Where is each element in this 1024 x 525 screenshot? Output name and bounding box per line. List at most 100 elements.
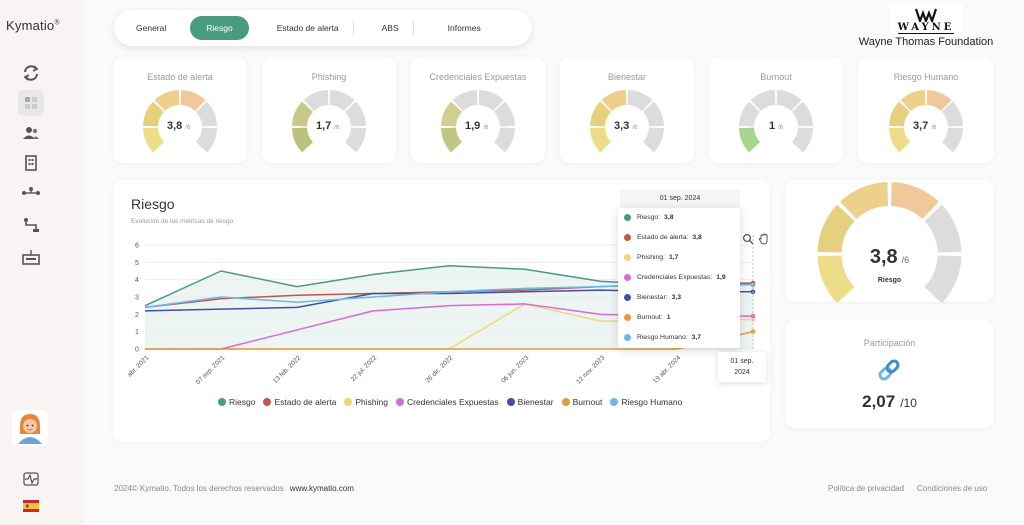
refresh-icon[interactable]: [18, 60, 44, 86]
gauge-segment: [792, 101, 813, 127]
brand-logo[interactable]: Kymatio®: [6, 18, 60, 33]
legend-phishing[interactable]: Phishing: [344, 397, 388, 407]
privacy-link[interactable]: Política de privacidad: [828, 484, 905, 493]
footer-copyright: 2024© Kymatio. Todos los derechos reserv…: [114, 484, 354, 493]
network-icon[interactable]: [18, 180, 44, 206]
y-tick-label: 3: [135, 295, 139, 302]
gauge-segment: [792, 127, 813, 153]
flow-icon[interactable]: [18, 212, 44, 238]
gauge-segment: [303, 90, 329, 111]
participation-value: 2,07/10: [785, 392, 994, 412]
legend-bienestar[interactable]: Bienestar: [506, 397, 554, 407]
tab-general[interactable]: General: [136, 23, 167, 33]
tooltip-value: 3,3: [671, 294, 682, 301]
activity-icon[interactable]: [18, 466, 44, 492]
gauge-segment: [900, 90, 926, 111]
legend-estado-de-alerta[interactable]: Estado de alerta: [263, 397, 336, 407]
tooltip-label: Bienestar:: [637, 294, 668, 301]
gauge-segment: [643, 127, 664, 153]
gauge-segment: [143, 101, 164, 127]
gauge-segment: [776, 90, 802, 111]
chart-toolbar: [742, 232, 770, 250]
terms-link[interactable]: Condiciones de uso: [917, 484, 988, 493]
pan-hand-icon[interactable]: [758, 233, 770, 245]
gauge-segment: [494, 101, 515, 127]
gauge-title: Estado de alerta: [147, 72, 213, 82]
x-tick-label: 19 abr. 2024: [652, 354, 683, 385]
dashboard-icon[interactable]: [18, 90, 44, 116]
x-tick-label: 13 feb. 2022: [272, 354, 303, 385]
main-gauge-label: Riesgo: [877, 277, 902, 284]
y-tick-label: 5: [135, 260, 139, 267]
gauge-segment: [890, 182, 939, 220]
gauge-card-estado-de-alerta[interactable]: Estado de alerta 3,8/6: [113, 57, 247, 163]
gauge-segment: [817, 255, 855, 302]
gauge-value: 1,7/6: [316, 120, 339, 132]
gauge-value-number: 3,7: [913, 120, 929, 132]
tooltip-dot: [624, 234, 631, 241]
org-logo-emblem: [915, 8, 937, 22]
gauge-chart: [889, 90, 963, 153]
tooltip-dot: [624, 334, 631, 341]
y-tick-label: 2: [135, 312, 139, 319]
users-icon[interactable]: [18, 120, 44, 146]
tooltip-dot: [624, 274, 631, 281]
legend-label: Riesgo: [229, 397, 256, 407]
gauge-chart: [739, 90, 813, 153]
gauge-chart: [292, 90, 366, 153]
legend-riesgo[interactable]: Riesgo: [218, 397, 255, 407]
legend-label: Estado de alerta: [274, 397, 337, 407]
gauge-value-number: 1,9: [465, 120, 481, 132]
gauge-card-credenciales-expuestas[interactable]: Credenciales Expuestas 1,9/6: [411, 57, 545, 163]
legend-dot: [344, 398, 353, 406]
tab-estado-de-alerta[interactable]: Estado de alerta: [276, 23, 339, 33]
tooltip-row-riesgo-humano: Riesgo Humano: 3,7: [624, 334, 701, 341]
tooltip-label: Estado de alerta:: [637, 234, 689, 241]
gauge-card-riesgo-humano[interactable]: Riesgo Humano 3,7/6: [858, 57, 994, 163]
gauge-segment: [478, 90, 504, 111]
legend-label: Burnout: [572, 397, 603, 407]
x-tick-label: 26 dic. 2022: [424, 354, 454, 384]
brand-mark: ®: [54, 19, 60, 27]
legend-credenciales-expuestas[interactable]: Credenciales Expuestas: [395, 397, 499, 407]
tooltip-value: 3,8: [664, 214, 674, 221]
main-gauge-card[interactable]: 3,8/6 Riesgo: [785, 180, 994, 302]
x-tick-label: 12 nov. 2023: [575, 354, 606, 385]
site-link[interactable]: www.kymatio.com: [289, 484, 354, 493]
tooltip-label: Burnout:: [637, 314, 663, 321]
gauge-segment: [345, 101, 366, 127]
gauge-value-number: 3,3: [614, 120, 630, 132]
legend-burnout[interactable]: Burnout: [561, 397, 603, 407]
tab-informes[interactable]: Informes: [447, 23, 481, 33]
tab-separator: [412, 21, 414, 35]
series-line[interactable]: [145, 330, 754, 350]
gauge-segment: [627, 90, 653, 111]
flag-es-icon[interactable]: [18, 493, 44, 519]
org-logo: WAYNE: [889, 4, 963, 34]
gauge-value-max: /6: [632, 125, 638, 131]
legend-label: Bienestar: [517, 397, 554, 407]
gauge-card-burnout[interactable]: Burnout 1/6: [709, 57, 843, 163]
organization: WAYNE Wayne Thomas Foundation: [858, 4, 994, 50]
tooltip-row-riesgo: Riesgo: 3,8: [624, 214, 674, 221]
gauge-card-phishing[interactable]: Phishing 1,7/6: [262, 57, 396, 163]
x-axis-tooltip: 01 sep. 2024: [718, 352, 766, 382]
avatar[interactable]: [12, 410, 48, 446]
gauge-segment: [196, 101, 217, 127]
main-gauge-number: 3,8: [869, 246, 898, 268]
gauge-title: Burnout: [760, 72, 792, 82]
gauge-card-bienestar[interactable]: Bienestar 3,3/6: [560, 57, 694, 163]
gauge-segment: [292, 127, 313, 153]
building-icon[interactable]: [18, 150, 44, 176]
gauge-segment: [817, 204, 855, 253]
tab-abs[interactable]: ABS: [381, 23, 399, 33]
x-tick-label: 22 jul. 2022: [350, 354, 379, 383]
copyright-text: 2024© Kymatio. Todos los derechos reserv…: [114, 484, 284, 493]
org-name: Wayne Thomas Foundation: [858, 36, 994, 48]
certificate-icon[interactable]: [18, 244, 44, 270]
tooltip-row-phishing: Phishing: 1,7: [624, 254, 678, 261]
zoom-icon[interactable]: [742, 233, 754, 245]
legend-riesgo-humano[interactable]: Riesgo Humano: [610, 397, 682, 407]
gauge-segment: [441, 127, 462, 153]
tab-riesgo[interactable]: Riesgo: [190, 16, 249, 40]
